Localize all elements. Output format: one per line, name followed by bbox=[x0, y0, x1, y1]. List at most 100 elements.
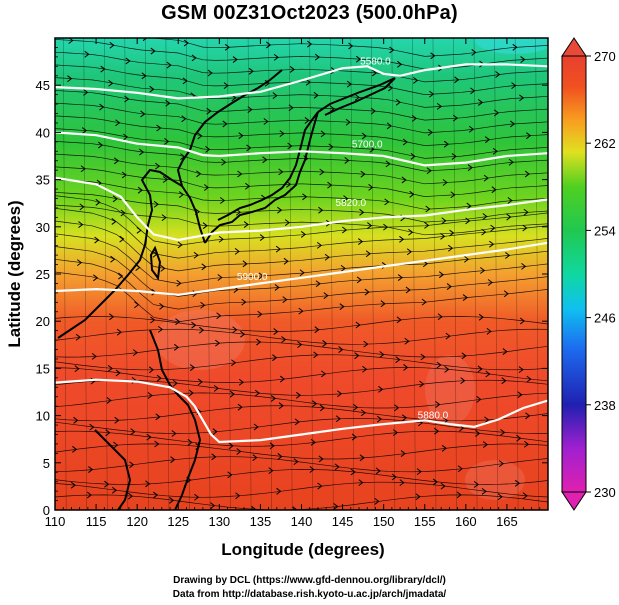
streamline-arrow bbox=[379, 351, 385, 358]
streamline bbox=[55, 392, 548, 409]
streamline-arrow bbox=[201, 263, 207, 271]
streamline-arrow bbox=[502, 348, 508, 355]
streamline-arrow bbox=[287, 142, 293, 150]
streamline-arrow bbox=[121, 171, 127, 179]
streamline-arrow bbox=[378, 385, 384, 393]
streamline-arrow bbox=[279, 130, 285, 138]
field-patch bbox=[155, 310, 245, 370]
streamline-arrow bbox=[211, 453, 217, 461]
streamline-arrow bbox=[84, 50, 90, 58]
streamline-arrow bbox=[466, 202, 472, 210]
streamline-arrow bbox=[132, 349, 139, 357]
streamline-arrow bbox=[451, 153, 457, 160]
streamline-arrow bbox=[369, 145, 375, 153]
streamline-arrow bbox=[191, 54, 197, 62]
streamline-arrow bbox=[519, 317, 526, 325]
streamline-arrow bbox=[156, 124, 162, 132]
streamline-arrow bbox=[293, 458, 299, 466]
streamline-arrow bbox=[175, 318, 181, 326]
streamline-arrow bbox=[484, 136, 491, 144]
streamline-arrow bbox=[147, 392, 153, 399]
streamline-arrow bbox=[200, 301, 206, 309]
streamline-arrow bbox=[409, 190, 415, 198]
streamline-arrow bbox=[384, 198, 390, 206]
streamline-arrow bbox=[97, 141, 104, 149]
streamline-arrow bbox=[149, 85, 155, 93]
streamline-arrow bbox=[75, 333, 81, 341]
streamline-arrow bbox=[434, 427, 440, 435]
streamline-arrow bbox=[457, 465, 463, 473]
streamline-arrow bbox=[358, 479, 364, 487]
streamline-arrow bbox=[522, 224, 528, 232]
streamline-arrow bbox=[172, 379, 178, 387]
streamline-arrow bbox=[115, 369, 121, 377]
streamline-arrow bbox=[86, 491, 92, 499]
streamline-arrow bbox=[206, 107, 212, 115]
streamline-arrow bbox=[221, 158, 227, 166]
streamline-arrow bbox=[254, 389, 261, 397]
streamline-arrow bbox=[359, 454, 365, 462]
streamline-arrow bbox=[355, 55, 362, 63]
coastline-china bbox=[57, 168, 183, 339]
streamline-arrow bbox=[150, 316, 156, 324]
streamline-arrow bbox=[145, 480, 151, 488]
streamline bbox=[55, 90, 548, 121]
streamline-arrow bbox=[202, 222, 208, 230]
streamline-arrow bbox=[401, 414, 408, 422]
streamline-arrow bbox=[237, 403, 243, 411]
colorbar-tick-label: 246 bbox=[594, 311, 616, 326]
streamline-arrow bbox=[70, 481, 76, 489]
streamline-meridional bbox=[145, 38, 149, 510]
streamline-arrow bbox=[109, 41, 115, 49]
field-patch bbox=[465, 460, 525, 500]
coastline-taiwan bbox=[149, 245, 162, 281]
streamline-arrow bbox=[78, 221, 84, 228]
streamline-arrow bbox=[231, 359, 237, 367]
streamline-arrow bbox=[365, 250, 371, 258]
x-tick-label: 165 bbox=[496, 514, 518, 529]
streamline-arrow bbox=[374, 497, 380, 505]
geopotential-contours: 5880.0 5900.0 5820.0 5700.0 5580.0 bbox=[55, 56, 548, 444]
streamline-meridional bbox=[514, 38, 519, 510]
plot-area bbox=[55, 38, 548, 510]
streamline-meridional bbox=[432, 38, 437, 510]
streamline-arrow bbox=[278, 402, 284, 410]
streamline-arrow bbox=[329, 105, 335, 113]
streamline-arrow bbox=[477, 99, 484, 106]
streamline-arrow bbox=[123, 133, 129, 141]
streamline-arrow bbox=[420, 353, 426, 361]
streamline-arrow bbox=[511, 82, 517, 90]
streamline-arrow bbox=[210, 502, 216, 509]
streamline-arrow bbox=[484, 416, 490, 424]
coastline-japan bbox=[204, 111, 319, 244]
colorbar-tick-label: 262 bbox=[594, 136, 616, 151]
streamline bbox=[55, 51, 548, 83]
streamline-arrow bbox=[218, 235, 224, 243]
streamline-arrow bbox=[104, 480, 110, 488]
streamline-arrow bbox=[341, 226, 348, 234]
streamline-arrow bbox=[432, 478, 438, 486]
streamline-arrow bbox=[500, 428, 506, 436]
streamline-arrow bbox=[262, 156, 268, 164]
x-tick-label: 130 bbox=[208, 514, 230, 529]
streamline-arrow bbox=[140, 110, 146, 118]
streamline-arrow bbox=[436, 361, 442, 369]
streamline-meridional bbox=[62, 38, 67, 510]
y-tick-label: 10 bbox=[36, 409, 50, 424]
streamline-meridional bbox=[371, 38, 375, 510]
streamline bbox=[55, 39, 548, 70]
streamline-arrow bbox=[396, 316, 402, 324]
streamline-arrow bbox=[307, 40, 313, 48]
streamline-arrow bbox=[370, 107, 376, 115]
streamline-arrow bbox=[73, 416, 79, 424]
streamline-arrow bbox=[394, 404, 400, 412]
streamline-arrow bbox=[94, 236, 100, 244]
streamline-arrow bbox=[235, 492, 241, 500]
streamline-arrow bbox=[359, 208, 365, 216]
streamline-arrow bbox=[273, 53, 279, 61]
streamline-arrow bbox=[119, 235, 125, 243]
streamline-arrow bbox=[164, 138, 170, 145]
streamline-meridional bbox=[165, 38, 170, 510]
streamline-arrow bbox=[322, 340, 328, 347]
